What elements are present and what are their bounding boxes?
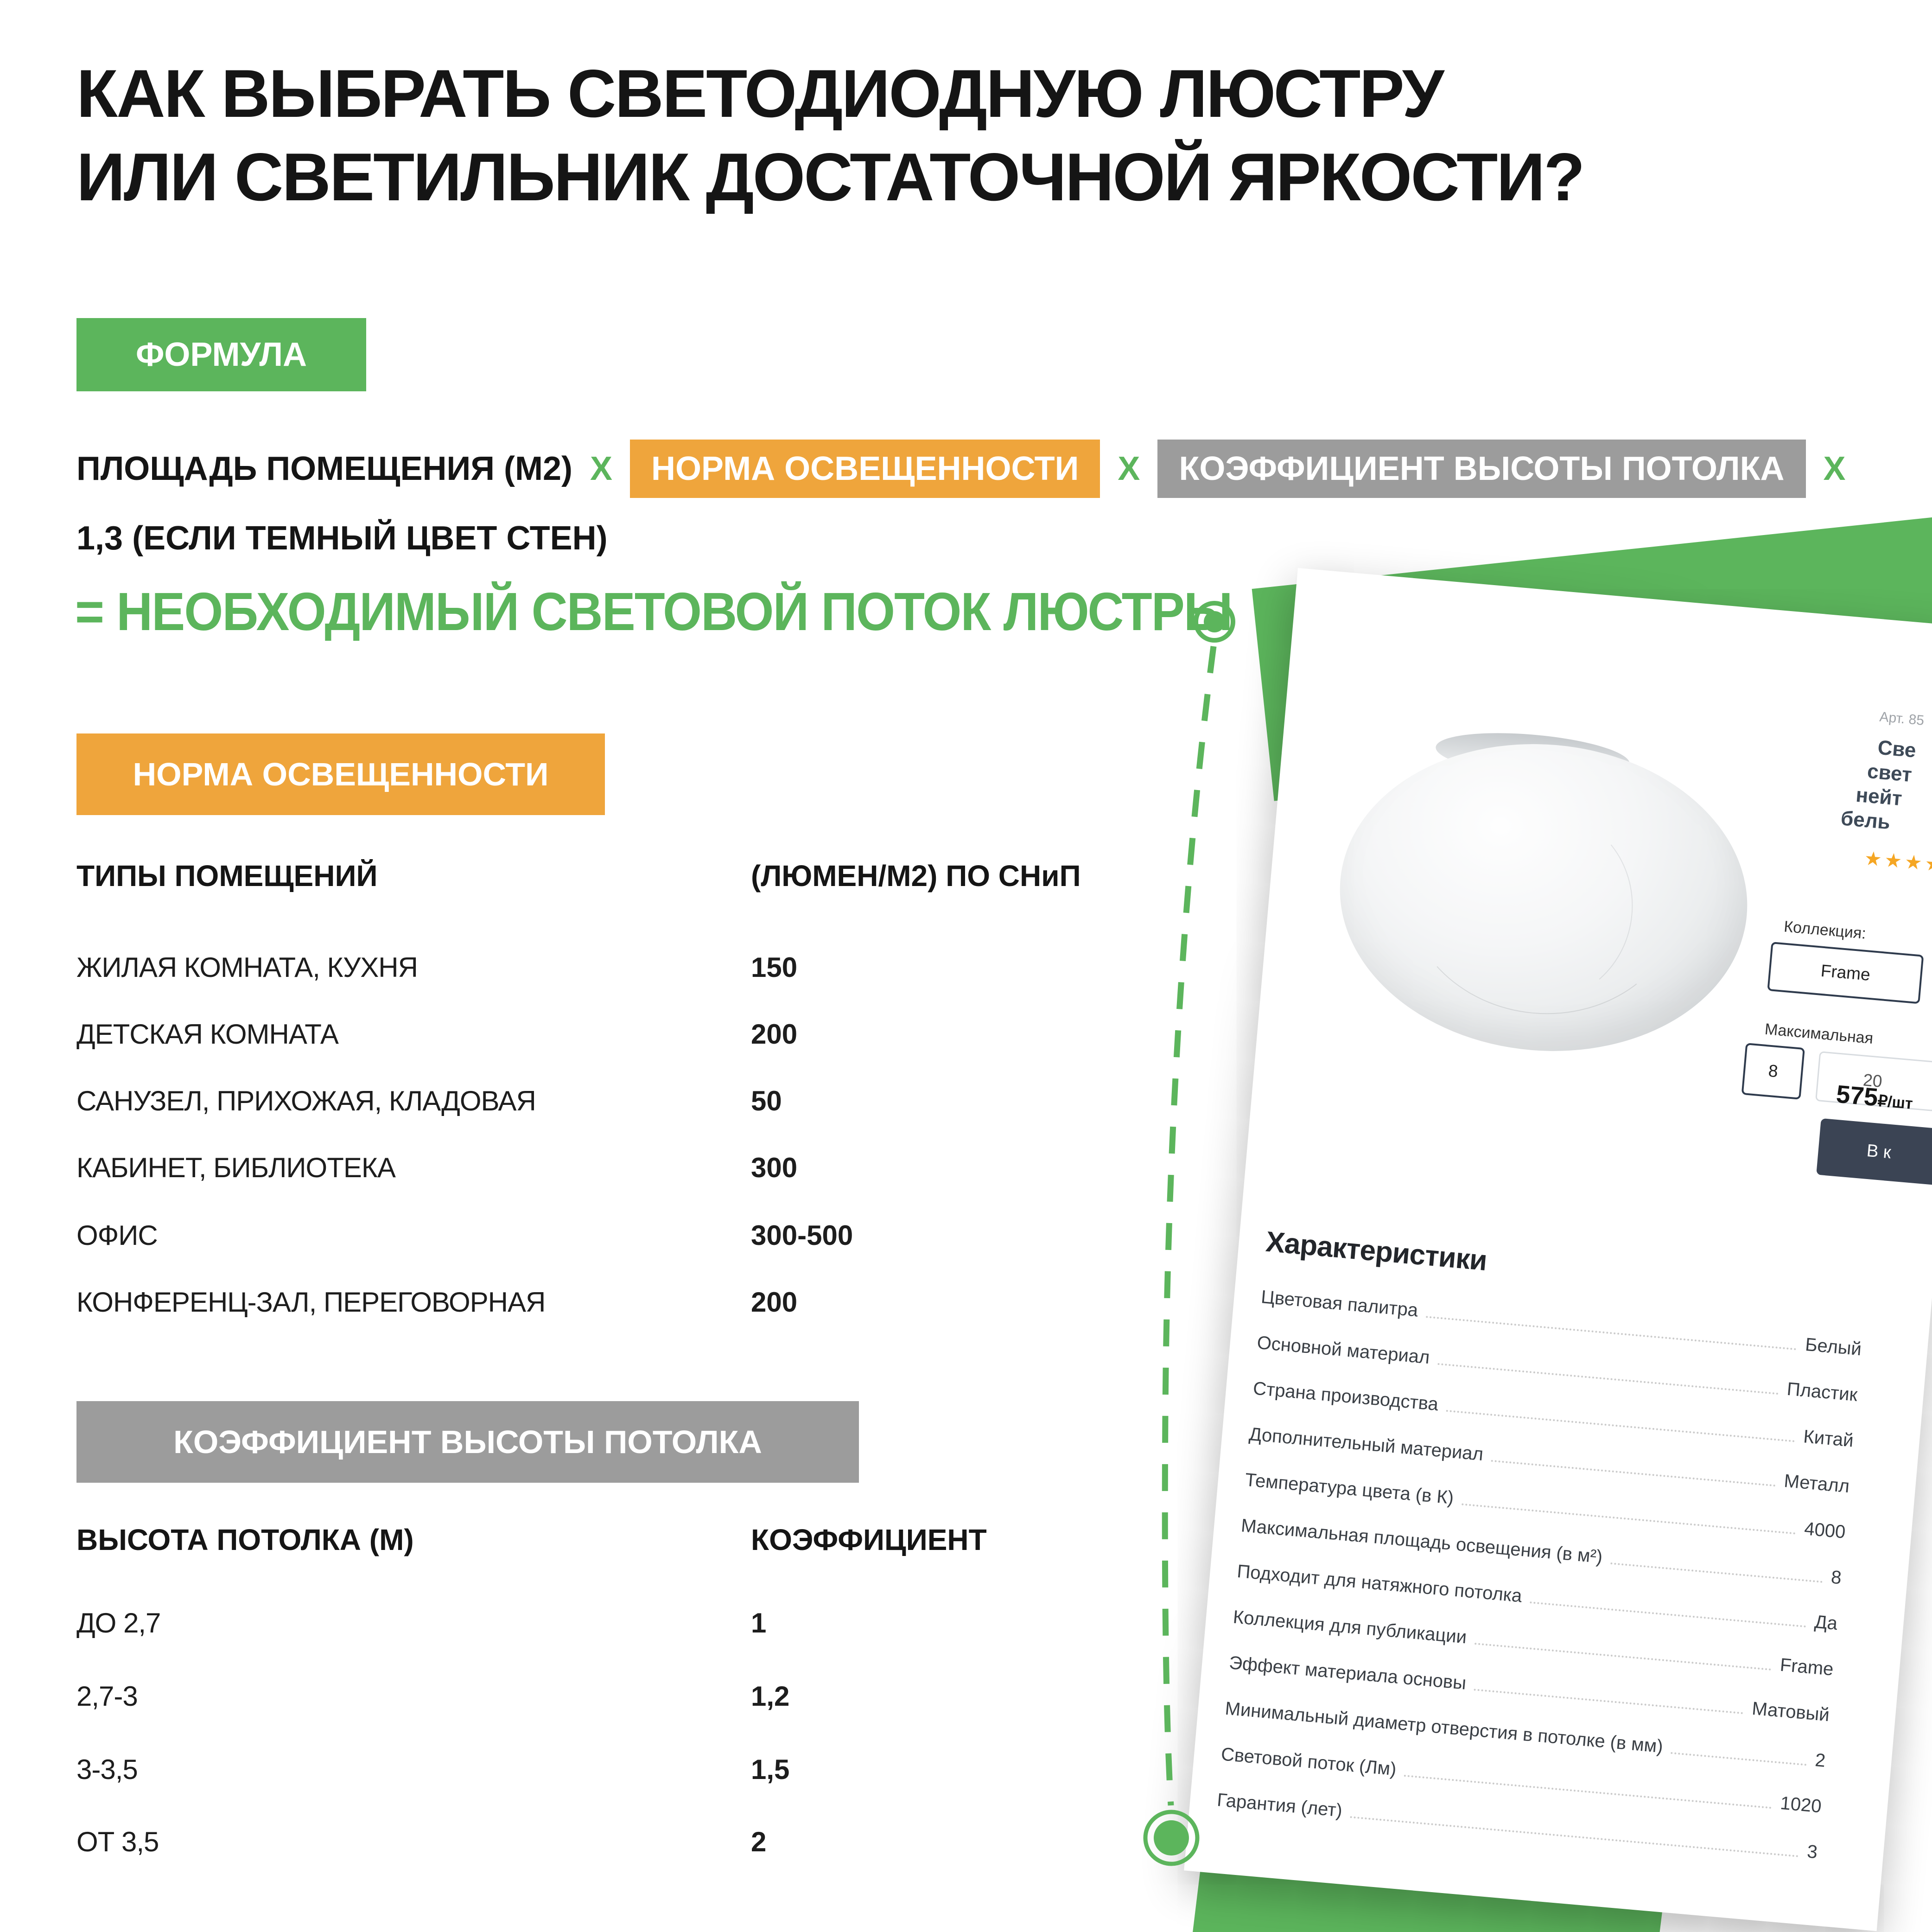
spec-value: Матовый bbox=[1751, 1698, 1830, 1726]
dotted-leader bbox=[1350, 1816, 1799, 1857]
norm-row-value: 300 bbox=[751, 1152, 798, 1183]
norm-row-label: КАБИНЕТ, БИБЛИОТЕКА bbox=[76, 1152, 396, 1183]
product-title-line: Све bbox=[1876, 736, 1917, 762]
page-title: КАК ВЫБРАТЬ СВЕТОДИОДНУЮ ЛЮСТРУ ИЛИ СВЕТ… bbox=[76, 52, 1585, 219]
coeff-row-label: 3-3,5 bbox=[76, 1754, 138, 1785]
norm-row-label: САНУЗЕЛ, ПРИХОЖАЯ, КЛАДОВАЯ bbox=[76, 1085, 536, 1116]
coeff-row-label: ОТ 3,5 bbox=[76, 1826, 159, 1857]
coeff-col-height-header: ВЫСОТА ПОТОЛКА (М) bbox=[76, 1523, 414, 1556]
dotted-leader bbox=[1404, 1774, 1772, 1809]
spec-value: Да bbox=[1813, 1611, 1838, 1634]
formula-line1: ПЛОЩАДЬ ПОМЕЩЕНИЯ (М2) X НОРМА ОСВЕЩЕННО… bbox=[76, 440, 1846, 498]
area-option-8[interactable]: 8 bbox=[1741, 1043, 1805, 1100]
norm-row-label: ДЕТСКАЯ КОМНАТА bbox=[76, 1019, 339, 1050]
collection-option-frame[interactable]: Frame bbox=[1767, 942, 1924, 1004]
product-card: Арт. 85 Све свет нейт бель ★★★★★ Коллекц… bbox=[1184, 568, 1932, 1932]
price-amount: 575 bbox=[1835, 1080, 1879, 1112]
dotted-leader bbox=[1474, 1643, 1772, 1671]
spec-label: Световой поток (Лм) bbox=[1220, 1744, 1398, 1780]
norm-row-label: ОФИС bbox=[76, 1220, 158, 1251]
dotted-leader bbox=[1461, 1503, 1796, 1535]
formula-badge: ФОРМУЛА bbox=[76, 318, 366, 391]
product-title-line: свет bbox=[1866, 759, 1913, 787]
norm-row-label: ЖИЛАЯ КОМНАТА, КУХНЯ bbox=[76, 952, 418, 983]
spec-label: Страна производства bbox=[1252, 1378, 1439, 1415]
page-title-line1: КАК ВЫБРАТЬ СВЕТОДИОДНУЮ ЛЮСТРУ bbox=[76, 56, 1444, 131]
spec-label: Гарантия (лет) bbox=[1216, 1790, 1343, 1821]
ceiling-lamp-image bbox=[1327, 727, 1760, 1068]
spec-label: Подходит для натяжного потолка bbox=[1236, 1561, 1523, 1607]
spec-target-core-icon bbox=[1154, 1820, 1189, 1855]
spec-label: Цветовая палитра bbox=[1260, 1287, 1419, 1321]
spec-value: Металл bbox=[1783, 1470, 1850, 1497]
spec-label: Эффект материала основы bbox=[1228, 1652, 1467, 1694]
spec-value: Пластик bbox=[1786, 1378, 1859, 1405]
formula-coeff-chip: КОЭФФИЦИЕНТ ВЫСОТЫ ПОТОЛКА bbox=[1157, 440, 1806, 498]
spec-label: Максимальная площадь освещения (в м²) bbox=[1240, 1515, 1604, 1568]
specs-section: Характеристики Цветовая палитра Белый Ос… bbox=[1214, 1225, 1868, 1888]
formula-times-3: X bbox=[1823, 450, 1846, 487]
spec-value: 2 bbox=[1814, 1750, 1826, 1771]
spec-label: Температура цвета (в К) bbox=[1244, 1469, 1455, 1508]
dotted-leader bbox=[1425, 1316, 1797, 1351]
collection-label: Коллекция: bbox=[1783, 918, 1867, 943]
max-area-label: Максимальная bbox=[1764, 1020, 1874, 1047]
dotted-leader bbox=[1437, 1363, 1779, 1395]
norm-row-value: 200 bbox=[751, 1287, 798, 1318]
coeff-col-value-header: КОЭФФИЦИЕНТ bbox=[751, 1523, 987, 1556]
coeff-row-value: 1,2 bbox=[751, 1681, 790, 1712]
product-art-number: Арт. 85 bbox=[1879, 709, 1925, 728]
spec-value: Frame bbox=[1779, 1654, 1835, 1680]
spec-value: 1020 bbox=[1779, 1792, 1823, 1817]
dotted-leader bbox=[1530, 1601, 1806, 1628]
price-unit: ₽/шт bbox=[1877, 1092, 1914, 1113]
spec-value: Белый bbox=[1804, 1334, 1862, 1360]
norm-col-value-header: (ЛЮМЕН/М2) ПО СНиП bbox=[751, 859, 1081, 893]
spec-label: Минимальный диаметр отверстия в потолке … bbox=[1224, 1698, 1664, 1757]
norm-row-label: КОНФЕРЕНЦ-ЗАЛ, ПЕРЕГОВОРНАЯ bbox=[76, 1287, 546, 1318]
product-price: 575₽/шт bbox=[1835, 1080, 1914, 1115]
dotted-leader bbox=[1474, 1689, 1743, 1715]
formula-norm-chip: НОРМА ОСВЕЩЕННОСТИ bbox=[630, 440, 1100, 498]
dotted-leader bbox=[1671, 1752, 1807, 1766]
formula-dark-walls-text: 1,3 (ЕСЛИ ТЕМНЫЙ ЦВЕТ СТЕН) bbox=[76, 520, 608, 557]
spec-value: 8 bbox=[1830, 1567, 1843, 1588]
add-to-cart-button[interactable]: В к bbox=[1816, 1118, 1932, 1194]
dotted-leader bbox=[1446, 1409, 1795, 1442]
norm-row-value: 150 bbox=[751, 952, 798, 983]
spec-label: Дополнительный материал bbox=[1248, 1424, 1484, 1465]
formula-area-text: ПЛОЩАДЬ ПОМЕЩЕНИЯ (М2) bbox=[76, 450, 572, 487]
page-title-line2: ИЛИ СВЕТИЛЬНИК ДОСТАТОЧНОЙ ЯРКОСТИ? bbox=[76, 139, 1585, 215]
norm-row-value: 200 bbox=[751, 1019, 798, 1050]
formula-times-2: X bbox=[1118, 450, 1140, 487]
coeff-row-value: 1 bbox=[751, 1607, 767, 1639]
product-title: Све свет нейт бель bbox=[1829, 732, 1917, 836]
norm-table-badge: НОРМА ОСВЕЩЕННОСТИ bbox=[76, 733, 605, 815]
coeff-row-value: 1,5 bbox=[751, 1754, 790, 1785]
rating-stars-icon: ★★★★★ bbox=[1863, 847, 1932, 878]
formula-times-1: X bbox=[590, 450, 613, 487]
coeff-row-label: 2,7-3 bbox=[76, 1681, 138, 1712]
coeff-row-label: ДО 2,7 bbox=[76, 1607, 161, 1639]
norm-row-value: 50 bbox=[751, 1085, 782, 1116]
coeff-table-badge: КОЭФФИЦИЕНТ ВЫСОТЫ ПОТОЛКА bbox=[76, 1401, 859, 1483]
coeff-row-value: 2 bbox=[751, 1826, 767, 1857]
norm-row-value: 300-500 bbox=[751, 1220, 853, 1251]
dotted-leader bbox=[1610, 1562, 1823, 1583]
dotted-leader bbox=[1491, 1460, 1776, 1487]
formula-result-text: = НЕОБХОДИМЫЙ СВЕТОВОЙ ПОТОК ЛЮСТРЫ bbox=[75, 581, 1233, 642]
spec-value: 3 bbox=[1806, 1841, 1818, 1863]
spec-label: Основной материал bbox=[1256, 1332, 1431, 1368]
spec-value: 4000 bbox=[1803, 1518, 1847, 1543]
spec-label: Коллекция для публикации bbox=[1232, 1607, 1468, 1648]
norm-col-rooms-header: ТИПЫ ПОМЕЩЕНИЙ bbox=[76, 859, 378, 893]
spec-value: Китай bbox=[1802, 1426, 1855, 1451]
